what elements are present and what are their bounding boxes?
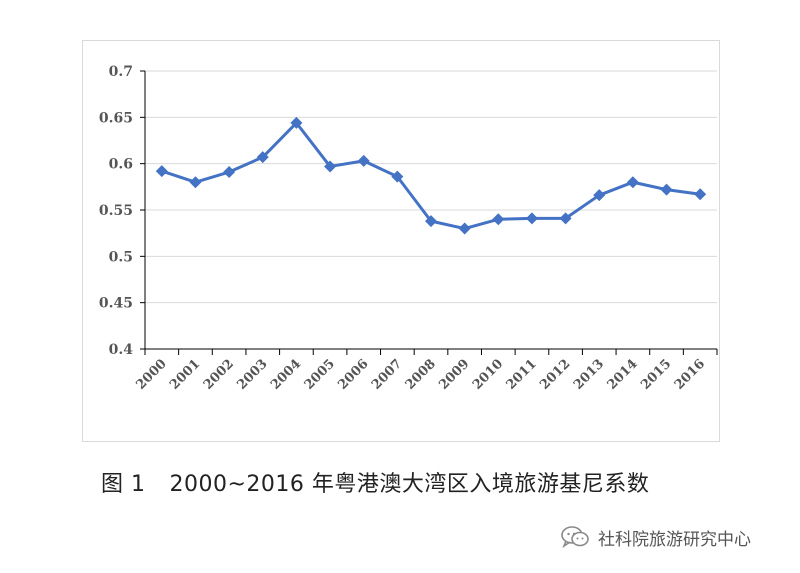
x-tick-label: 2014 [605, 357, 641, 393]
x-tick-label: 2005 [302, 357, 338, 393]
wechat-icon [561, 526, 589, 549]
gridlines [145, 70, 717, 304]
x-tick-label: 2002 [201, 357, 237, 393]
x-tick-label: 2012 [537, 357, 573, 393]
data-point-marker [357, 154, 370, 167]
data-point-marker [425, 215, 437, 228]
data-point-marker [256, 151, 269, 164]
data-point-marker [324, 160, 337, 173]
x-axis-tick-labels: 2000200120022003200420052006200720082009… [134, 357, 709, 393]
y-axis-tick-labels: 0.4 0.45 0.5 0.55 0.6 0.65 0.7 [99, 64, 133, 358]
data-point-marker [492, 213, 505, 226]
data-point-marker [660, 183, 673, 196]
y-tick-label: 0.7 [109, 64, 133, 80]
series-gini [155, 116, 707, 235]
y-tick-label: 0.5 [109, 249, 133, 265]
x-tick-label: 2010 [470, 357, 506, 393]
figure-title: 2000~2016 年粤港澳大湾区入境旅游基尼系数 [169, 472, 650, 497]
x-tick-label: 2007 [369, 357, 405, 393]
data-point-marker [458, 222, 471, 235]
data-point-marker [626, 176, 639, 189]
x-tick-label: 2003 [234, 357, 270, 393]
chart-frame: 0.4 0.45 0.5 0.55 0.6 0.65 0.7 2000 2001 2002 200… [82, 40, 720, 442]
figure-label: 图 1 [101, 472, 146, 497]
x-tick-label: 2001 [167, 357, 203, 393]
data-point-marker [525, 212, 538, 225]
x-tick-label: 2013 [571, 357, 607, 393]
data-point-marker [290, 116, 303, 129]
x-tick-label: 2006 [335, 357, 371, 393]
series-line [161, 121, 701, 231]
y-tick-label: 0.65 [99, 110, 133, 126]
x-tick-label: 2016 [672, 357, 708, 393]
x-tick-label: 2009 [436, 357, 472, 393]
figure-caption: 图 1 2000~2016 年粤港澳大湾区入境旅游基尼系数 [101, 466, 649, 498]
x-tick-label: 2000 [134, 357, 170, 393]
x-tick-label: 2008 [403, 357, 439, 393]
data-point-marker [189, 176, 202, 189]
watermark: 社科院旅游研究中心 [560, 523, 751, 551]
x-tick-label: 2015 [638, 357, 674, 393]
y-tick-label: 0.55 [99, 203, 133, 219]
x-tick-label: 2004 [268, 357, 304, 393]
x-tick-label: 2011 [504, 357, 540, 393]
line-chart: 0.40.450.50.550.60.650.7 200020012002200… [99, 64, 718, 393]
data-point-marker [559, 212, 572, 225]
data-point-marker [391, 170, 404, 183]
y-tick-label: 0.45 [99, 296, 133, 312]
data-point-marker [155, 165, 168, 178]
data-point-marker [593, 189, 606, 202]
watermark-text: 社科院旅游研究中心 [598, 529, 751, 550]
data-point-marker [694, 188, 707, 201]
axes [140, 70, 718, 355]
y-tick-label: 0.4 [109, 342, 134, 358]
data-point-marker [223, 166, 236, 179]
y-tick-label: 0.6 [109, 157, 133, 173]
